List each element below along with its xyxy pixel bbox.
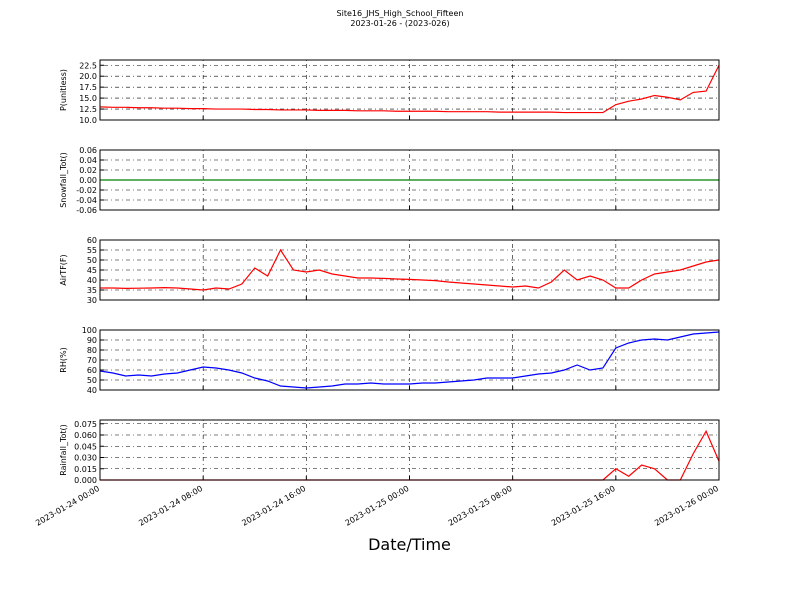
y-tick-label: -0.06	[76, 206, 97, 215]
chart-title: Site16_JHS_High_School_Fifteen	[337, 9, 464, 18]
y-tick-label: 45	[87, 266, 97, 275]
y-tick-label: 22.5	[79, 61, 97, 70]
y-tick-label: 0.030	[74, 454, 97, 463]
y-axis-label: AirTF(F)	[59, 254, 68, 285]
y-axis-label: P(unitless)	[59, 69, 68, 111]
y-tick-label: 0.04	[79, 156, 97, 165]
y-tick-label: 100	[82, 326, 97, 335]
y-tick-label: 30	[87, 296, 97, 305]
y-tick-label: 12.5	[79, 105, 97, 114]
y-tick-label: 15.0	[79, 94, 97, 103]
y-tick-label: 35	[87, 286, 97, 295]
y-tick-label: 17.5	[79, 83, 97, 92]
y-axis-label: RH(%)	[59, 347, 68, 372]
x-axis-label: Date/Time	[368, 535, 451, 554]
plot-frame	[99, 149, 720, 211]
y-tick-label: -0.02	[76, 186, 97, 195]
y-tick-label: 70	[87, 356, 97, 365]
data-line	[99, 64, 720, 114]
y-tick-label: 55	[87, 246, 97, 255]
y-tick-label: 20.0	[79, 72, 97, 81]
y-tick-label: 0.00	[79, 176, 97, 185]
y-tick-label: 40	[87, 276, 97, 285]
y-tick-label: 50	[87, 256, 97, 265]
data-line	[99, 331, 720, 389]
plot-frame	[99, 239, 720, 301]
y-tick-label: 0.045	[74, 442, 97, 451]
y-axis-label: Rainfall_Tot()	[59, 424, 68, 476]
plot-frame	[99, 419, 720, 481]
y-tick-label: 50	[87, 376, 97, 385]
y-tick-label: 90	[87, 336, 97, 345]
y-tick-label: -0.04	[76, 196, 97, 205]
y-tick-label: 0.015	[74, 465, 97, 474]
y-tick-label: 10.0	[79, 116, 97, 125]
plot-frame	[99, 59, 720, 121]
y-tick-label: 60	[87, 236, 97, 245]
y-tick-label: 0.06	[79, 146, 97, 155]
y-tick-label: 80	[87, 346, 97, 355]
y-axis-label: Snowfall_Tot()	[59, 152, 68, 208]
data-line	[100, 248, 720, 291]
y-tick-label: 0.02	[79, 166, 97, 175]
y-tick-label: 0.075	[74, 420, 97, 429]
y-tick-label: 60	[87, 366, 97, 375]
y-tick-label: 0.000	[74, 476, 97, 485]
y-tick-label: 40	[87, 386, 97, 395]
chart-subtitle: 2023-01-26 - (2023-026)	[350, 19, 449, 28]
y-tick-label: 0.060	[74, 431, 97, 440]
plot-frame	[99, 329, 720, 391]
